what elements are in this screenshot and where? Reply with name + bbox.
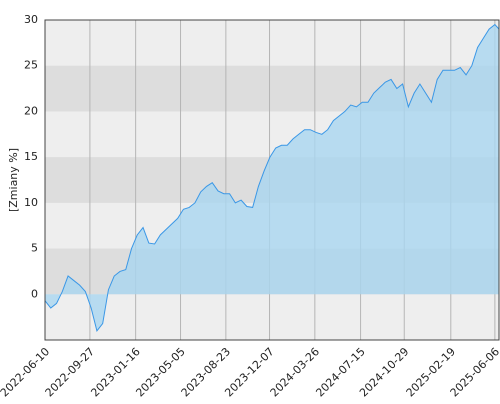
y-tick-label: 30 [24,13,38,26]
y-tick-label: 10 [24,196,38,209]
y-axis-label: [Zmiany %] [7,148,20,212]
line [44,23,500,332]
y-tick-label: 25 [24,59,38,72]
area [45,24,499,331]
y-tick-label: 15 [24,150,38,163]
plot-border [44,19,500,341]
y-tick-label: 20 [24,104,38,117]
y-tick-label: 5 [31,242,38,255]
y-tick-label: 0 [31,287,38,300]
